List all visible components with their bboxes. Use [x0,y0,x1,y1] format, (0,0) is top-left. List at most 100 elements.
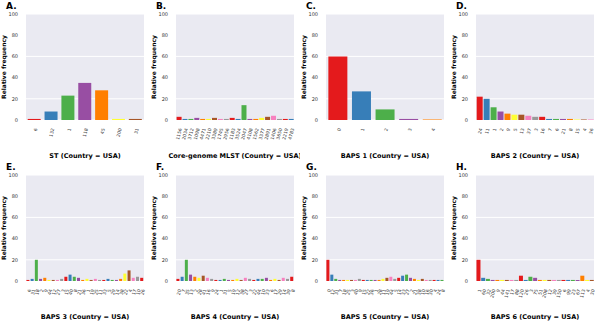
svg-text:40: 40 [162,74,168,80]
svg-text:15: 15 [574,128,580,135]
svg-text:80: 80 [312,32,318,38]
svg-text:80: 80 [12,32,18,38]
svg-text:60: 60 [12,53,18,59]
svg-text:Relative frequency: Relative frequency [150,196,158,260]
svg-text:26: 26 [140,288,146,295]
svg-text:2: 2 [383,128,389,132]
svg-text:4783: 4783 [287,128,295,140]
svg-text:BAPS 6 (Country = USA): BAPS 6 (Country = USA) [491,313,579,321]
svg-text:132: 132 [48,128,55,138]
svg-text:0: 0 [15,117,18,123]
svg-text:60: 60 [462,214,468,220]
svg-text:Relative frequency: Relative frequency [8,196,9,260]
svg-text:100: 100 [308,171,318,177]
svg-text:60: 60 [162,214,168,220]
html-text:H.: H. [456,161,467,172]
svg-text:21: 21 [561,128,567,135]
svg-text:BAPS 3 (Country = USA): BAPS 3 (Country = USA) [41,313,129,321]
svg-text:2: 2 [499,128,505,132]
svg-text:8: 8 [290,288,296,292]
svg-text:Relative frequency: Relative frequency [8,35,9,99]
svg-text:31: 31 [133,128,139,135]
svg-text:37: 37 [526,128,532,135]
svg-text:1: 1 [492,128,498,132]
svg-text:BAPS 2 (Country = USA): BAPS 2 (Country = USA) [491,152,579,160]
svg-text:11: 11 [484,128,490,135]
svg-text:20: 20 [312,96,318,102]
svg-text:80: 80 [462,192,468,198]
svg-text:80: 80 [462,32,468,38]
svg-text:8: 8 [441,288,447,292]
svg-text:80: 80 [162,32,168,38]
svg-text:0: 0 [336,128,342,132]
svg-text:1: 1 [67,128,73,132]
svg-text:200: 200 [116,128,123,138]
svg-text:0: 0 [315,117,318,123]
svg-text:100: 100 [8,171,18,177]
svg-text:ST (Country = USA): ST (Country = USA) [49,152,120,160]
svg-text:0: 0 [165,117,168,123]
svg-text:60: 60 [462,53,468,59]
svg-text:40: 40 [162,235,168,241]
svg-text:100: 100 [8,11,18,17]
svg-text:60: 60 [312,214,318,220]
svg-text:8: 8 [568,128,574,132]
svg-text:24: 24 [477,128,483,135]
html-text:G.: G. [306,161,317,172]
svg-text:Relative frequency: Relative frequency [300,196,308,260]
svg-text:36: 36 [588,128,592,135]
svg-text:Relative frequency: Relative frequency [450,196,458,260]
svg-text:80: 80 [312,192,318,198]
svg-text:7: 7 [547,128,553,132]
svg-text:3: 3 [533,128,539,132]
svg-text:5: 5 [513,128,519,132]
svg-text:118: 118 [82,128,89,138]
svg-text:0: 0 [465,277,468,283]
svg-text:9: 9 [506,128,512,132]
svg-text:40: 40 [12,74,18,80]
svg-text:45: 45 [100,128,106,135]
svg-text:60: 60 [162,53,168,59]
svg-text:40: 40 [312,235,318,241]
svg-text:Relative frequency: Relative frequency [150,35,158,99]
svg-text:Core-genome MLST (Country = US: Core-genome MLST (Country = USA) [168,152,300,160]
svg-text:1: 1 [360,128,366,132]
svg-text:16: 16 [540,128,546,135]
svg-text:20: 20 [12,256,18,262]
svg-text:80: 80 [12,192,18,198]
svg-text:4: 4 [431,128,437,132]
svg-text:100: 100 [458,171,468,177]
svg-text:0: 0 [465,117,468,123]
svg-text:100: 100 [308,11,318,17]
svg-text:100: 100 [158,171,168,177]
svg-text:20: 20 [162,96,168,102]
svg-text:20: 20 [12,96,18,102]
svg-text:0: 0 [165,277,168,283]
svg-text:BAPS 1 (Country = USA): BAPS 1 (Country = USA) [341,152,429,160]
svg-text:20: 20 [162,256,168,262]
svg-text:80: 80 [162,192,168,198]
svg-text:100: 100 [458,11,468,17]
svg-text:Relative frequency: Relative frequency [300,35,308,99]
svg-text:3: 3 [407,128,413,132]
svg-text:40: 40 [312,74,318,80]
svg-text:6: 6 [554,128,560,132]
svg-text:20: 20 [312,256,318,262]
svg-text:60: 60 [312,53,318,59]
svg-text:Relative frequency: Relative frequency [450,35,458,99]
svg-text:20: 20 [462,256,468,262]
svg-text:60: 60 [12,214,18,220]
svg-text:0: 0 [15,277,18,283]
svg-text:100: 100 [158,11,168,17]
svg-text:40: 40 [462,235,468,241]
svg-text:0: 0 [315,277,318,283]
svg-text:6: 6 [33,128,39,132]
svg-text:BAPS 4 (Country = USA): BAPS 4 (Country = USA) [191,313,279,321]
svg-text:40: 40 [12,235,18,241]
svg-text:40: 40 [462,74,468,80]
svg-text:4: 4 [582,128,588,132]
svg-text:BAPS 5 (Country = USA): BAPS 5 (Country = USA) [341,313,429,321]
svg-text:20: 20 [462,96,468,102]
svg-text:13: 13 [519,128,525,135]
svg-text:30: 30 [589,288,592,295]
